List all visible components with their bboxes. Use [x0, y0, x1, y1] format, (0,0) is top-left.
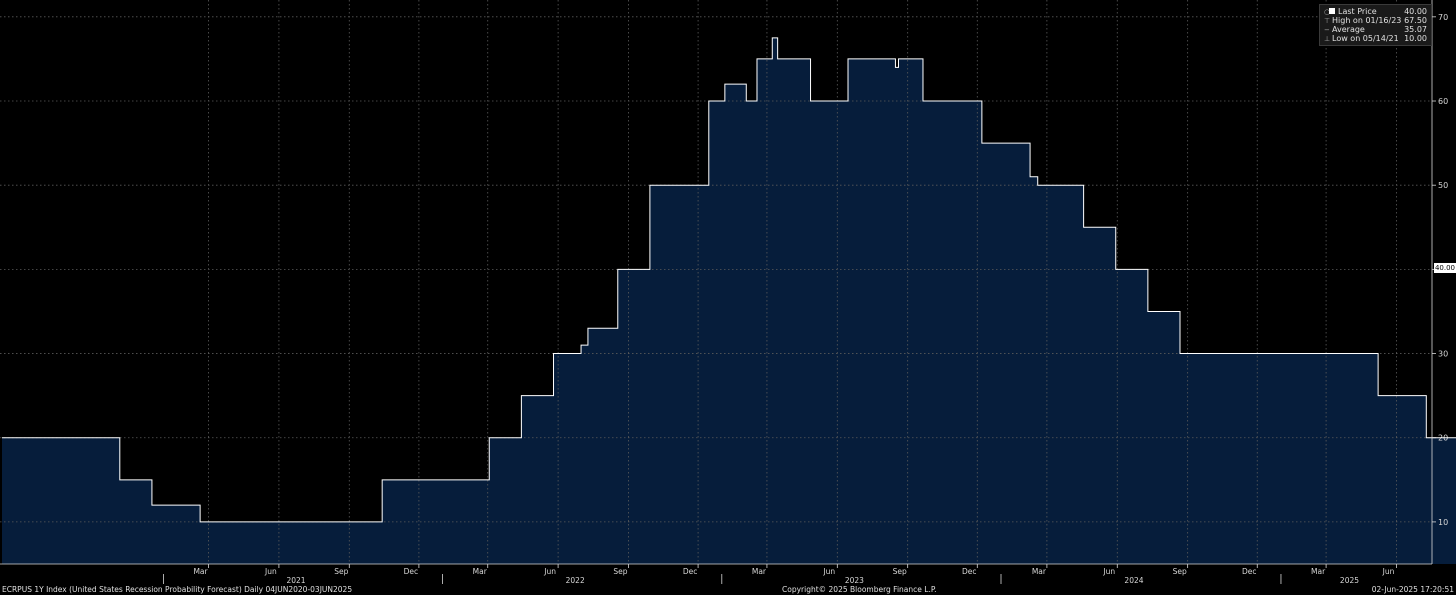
legend: ○ Last Price 40.00 ⊤ High on 01/16/23 67… — [1319, 4, 1432, 46]
x-tick-label: Jun — [1382, 567, 1395, 576]
x-tick-label: Sep — [613, 567, 627, 576]
footer-copyright: Copyright© 2025 Bloomberg Finance L.P. — [782, 585, 937, 594]
legend-label: Average — [1332, 25, 1365, 34]
x-year-label: 2022 — [566, 576, 585, 585]
x-year-label: 2021 — [286, 576, 305, 585]
x-tick-label: Jun — [264, 567, 277, 576]
x-tick-label: Sep — [334, 567, 348, 576]
legend-item-low: ⊥ Low on 05/14/21 10.00 — [1320, 34, 1431, 43]
legend-value: 10.00 — [1404, 34, 1427, 43]
x-year-label: 2025 — [1340, 576, 1359, 585]
circle-marker-icon: ○ — [1324, 8, 1331, 16]
average-marker-icon: − — [1324, 26, 1330, 34]
y-tick-label: 10 — [1438, 518, 1448, 527]
legend-label: Last Price — [1338, 7, 1377, 16]
x-tick-label: Dec — [683, 567, 698, 576]
white-square-icon — [1329, 8, 1335, 14]
low-marker-icon: ⊥ — [1324, 35, 1331, 43]
footer-timestamp: 02-Jun-2025 17:20:51 — [1371, 585, 1454, 594]
last-value-tag: 40.00 — [1434, 263, 1456, 273]
x-year-label: 2023 — [845, 576, 864, 585]
y-tick-label: 30 — [1438, 350, 1448, 359]
x-tick-label: Dec — [404, 567, 419, 576]
x-tick-label: Jun — [822, 567, 835, 576]
x-year-label: 2024 — [1124, 576, 1143, 585]
x-tick-label: Mar — [1311, 567, 1326, 576]
legend-value: 67.50 — [1404, 16, 1427, 25]
x-tick-label: Jun — [1102, 567, 1115, 576]
x-tick-label: Mar — [473, 567, 488, 576]
x-tick-label: Sep — [1173, 567, 1187, 576]
y-tick-label: 50 — [1438, 181, 1448, 190]
x-tick-label: Mar — [193, 567, 208, 576]
high-marker-icon: ⊤ — [1324, 17, 1331, 25]
y-tick-label: 60 — [1438, 97, 1448, 106]
legend-value: 40.00 — [1404, 7, 1427, 16]
x-tick-label: Mar — [1032, 567, 1047, 576]
y-tick-label: 70 — [1438, 13, 1448, 22]
series-line — [2, 37, 1456, 523]
x-tick-label: Sep — [893, 567, 907, 576]
legend-item-last-price: ○ Last Price 40.00 — [1320, 7, 1431, 16]
series-area — [2, 37, 1456, 564]
x-tick-label: Mar — [752, 567, 767, 576]
legend-item-average: − Average 35.07 — [1320, 25, 1431, 34]
legend-label: High on 01/16/23 — [1332, 16, 1402, 25]
x-tick-label: Dec — [962, 567, 977, 576]
legend-value: 35.07 — [1404, 25, 1427, 34]
footer-ticker-description: ECRPUS 1Y Index (United States Recession… — [2, 585, 353, 594]
x-tick-label: Dec — [1242, 567, 1257, 576]
legend-item-high: ⊤ High on 01/16/23 67.50 — [1320, 16, 1431, 25]
legend-label: Low on 05/14/21 — [1332, 34, 1399, 43]
x-tick-label: Jun — [543, 567, 556, 576]
